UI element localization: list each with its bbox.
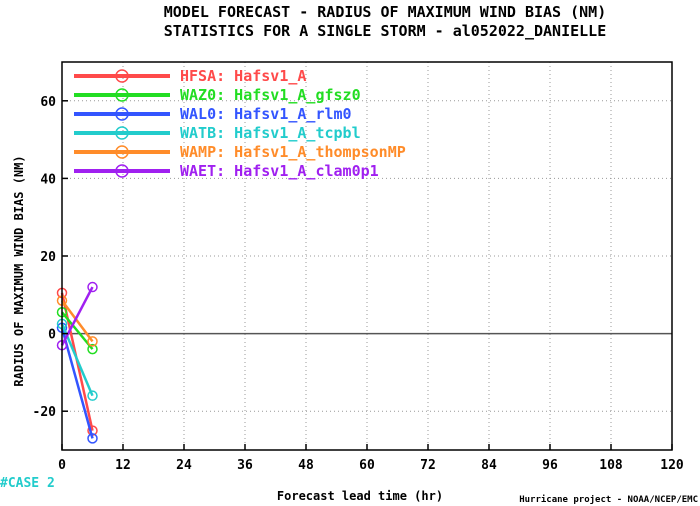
x-tick-label: 36: [237, 458, 253, 473]
legend-label: WATB: Hafsv1_A_tcpbl: [180, 124, 361, 142]
x-tick-label: 0: [58, 458, 66, 473]
chart-subtitle: STATISTICS FOR A SINGLE STORM - al052022…: [164, 22, 607, 40]
grid: [62, 62, 672, 450]
x-axis-label: Forecast lead time (hr): [277, 489, 443, 503]
series-line: [60, 299, 94, 343]
data-point: [87, 281, 98, 293]
x-tick-label: 72: [420, 458, 436, 473]
y-tick-label: 20: [40, 250, 56, 265]
legend-marker: [115, 88, 129, 102]
legend-label: WAZ0: Hafsv1_A_gfsz0: [180, 86, 361, 104]
legend-label: WAMP: Hafsv1_A_thompsonMP: [180, 143, 406, 161]
credit-text: Hurricane project - NOAA/NCEP/EMC: [519, 494, 698, 505]
legend-marker: [115, 145, 129, 159]
legend-marker: [115, 69, 129, 83]
chart-title: MODEL FORECAST - RADIUS OF MAXIMUM WIND …: [164, 3, 607, 21]
legend-item: WAL0: Hafsv1_A_rlm0: [74, 105, 352, 123]
x-tick-label: 96: [542, 458, 558, 473]
series-line: [61, 311, 94, 350]
data-point: [87, 433, 98, 444]
x-tick-label: 108: [599, 458, 623, 473]
legend-label: WAL0: Hafsv1_A_rlm0: [180, 105, 352, 123]
x-tick-label: 60: [359, 458, 375, 473]
legend-item: WAMP: Hafsv1_A_thompsonMP: [74, 143, 406, 161]
series: [56, 295, 98, 347]
legend-item: WAZ0: Hafsv1_A_gfsz0: [74, 86, 361, 104]
legend-marker: [115, 126, 129, 140]
legend-label: WAET: Hafsv1_A_clam0p1: [180, 162, 379, 180]
legend-item: HFSA: Hafsv1_A: [74, 67, 306, 85]
legend-item: WATB: Hafsv1_A_tcpbl: [74, 124, 361, 142]
data-point: [87, 336, 98, 347]
legend-label: HFSA: Hafsv1_A: [180, 67, 306, 85]
case-label: #CASE 2: [0, 476, 55, 491]
x-tick-label: 48: [298, 458, 314, 473]
data-point: [87, 343, 98, 355]
x-tick-label: 12: [115, 458, 131, 473]
legend-marker: [115, 107, 129, 121]
y-tick-label: -20: [33, 405, 57, 420]
x-tick-label: 120: [660, 458, 684, 473]
x-tick-label: 84: [481, 458, 497, 473]
series-line: [60, 286, 94, 346]
y-axis-label: RADIUS OF MAXIMUM WIND BIAS (NM): [12, 155, 26, 386]
series-group: [56, 281, 98, 444]
y-tick-label: 60: [40, 95, 56, 110]
legend-item: WAET: Hafsv1_A_clam0p1: [74, 162, 379, 180]
x-tick-label: 24: [176, 458, 192, 473]
y-axis: -20 0 20 40 60: [33, 95, 68, 420]
y-tick-label: 40: [40, 172, 56, 187]
y-tick-label: 0: [48, 328, 56, 343]
x-axis: 0 12 24 36 48 60 72 84 96 108 120: [58, 444, 684, 473]
data-point: [87, 390, 98, 401]
legend-marker: [115, 164, 129, 178]
